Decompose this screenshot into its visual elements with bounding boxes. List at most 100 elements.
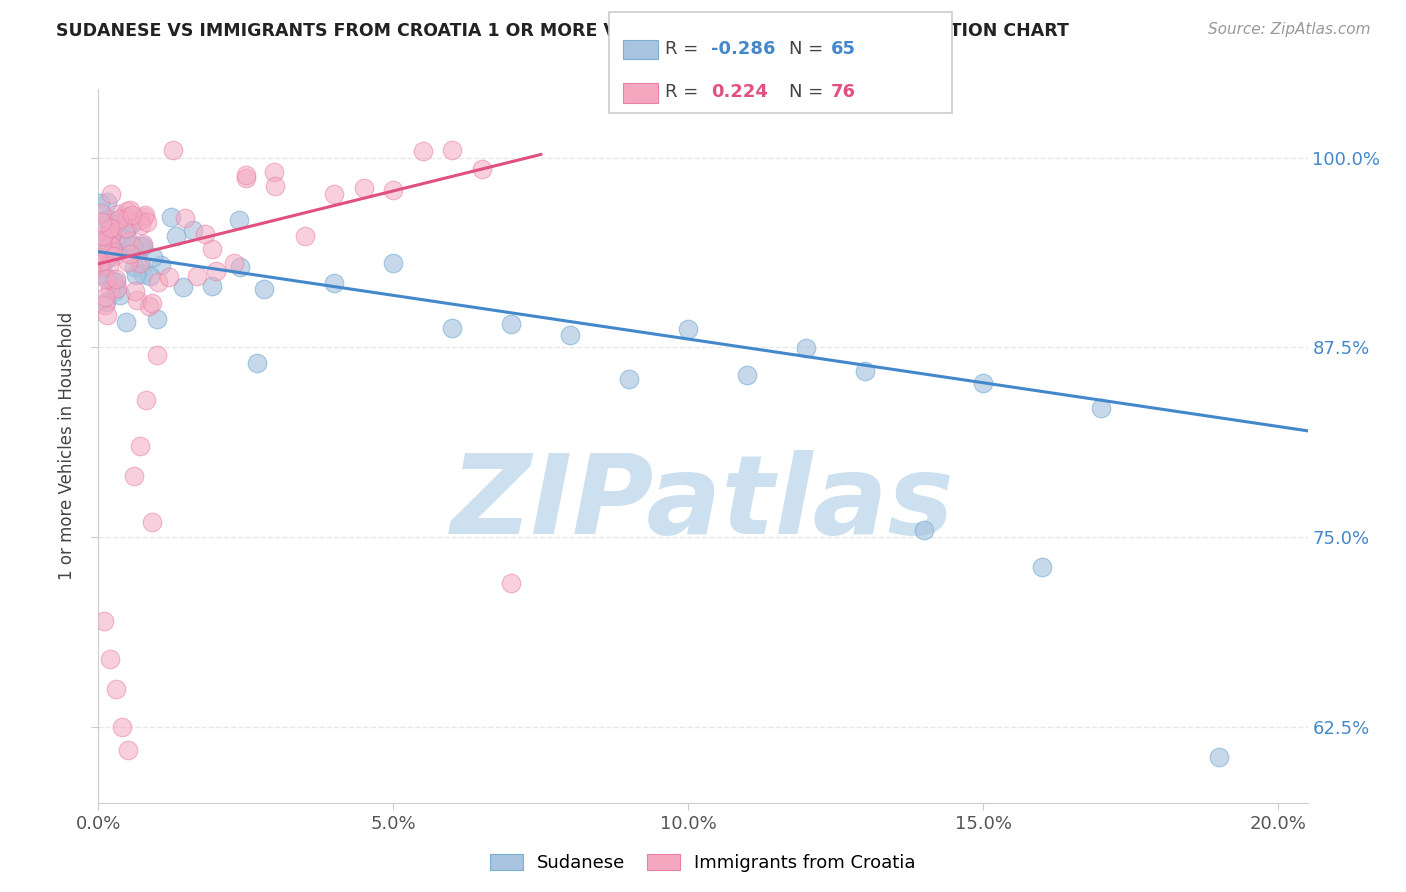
Point: [263, 165, 285, 179]
Point: [149, 258, 172, 272]
Point: [186, 268, 208, 283]
Text: R =: R =: [665, 40, 704, 58]
Point: [132, 237, 155, 252]
Point: [115, 220, 138, 235]
Text: Source: ZipAtlas.com: Source: ZipAtlas.com: [1208, 22, 1371, 37]
Point: [441, 320, 464, 334]
Point: [135, 393, 157, 408]
Point: [128, 255, 150, 269]
Point: [735, 368, 758, 382]
Point: [90, 206, 112, 220]
Point: [96, 295, 118, 310]
Point: [90, 246, 112, 260]
Point: [129, 218, 152, 232]
Point: [162, 143, 184, 157]
Point: [122, 260, 145, 275]
Point: [114, 237, 136, 252]
Point: [1090, 401, 1112, 415]
Point: [194, 227, 217, 241]
Point: [146, 348, 169, 362]
Point: [678, 322, 700, 336]
Point: [138, 299, 160, 313]
Point: [128, 439, 150, 453]
Point: [471, 161, 494, 176]
Point: [853, 364, 876, 378]
Point: [117, 210, 139, 224]
Point: [157, 270, 180, 285]
Point: [90, 260, 112, 275]
Point: [382, 183, 405, 197]
Point: [912, 523, 935, 537]
Point: [107, 212, 129, 227]
Point: [246, 356, 269, 370]
Point: [91, 235, 114, 250]
Point: [93, 228, 115, 243]
Point: [201, 278, 224, 293]
Point: [501, 575, 523, 590]
Text: -0.286: -0.286: [711, 40, 776, 58]
Point: [118, 247, 141, 261]
Point: [89, 250, 111, 264]
Point: [117, 742, 139, 756]
Point: [100, 186, 122, 201]
Point: [160, 210, 183, 224]
Point: [560, 327, 582, 342]
Point: [96, 269, 118, 284]
Point: [253, 282, 276, 296]
Point: [96, 308, 118, 322]
Point: [124, 285, 146, 299]
Point: [105, 681, 128, 696]
Text: SUDANESE VS IMMIGRANTS FROM CROATIA 1 OR MORE VEHICLES IN HOUSEHOLD CORRELATION : SUDANESE VS IMMIGRANTS FROM CROATIA 1 OR…: [56, 22, 1069, 40]
Point: [229, 260, 252, 274]
Point: [103, 244, 125, 259]
Point: [201, 242, 224, 256]
Point: [89, 234, 111, 248]
Point: [89, 258, 111, 272]
Point: [98, 248, 121, 262]
Text: ZIPatlas: ZIPatlas: [451, 450, 955, 557]
Point: [98, 651, 121, 665]
Point: [103, 249, 125, 263]
Point: [121, 208, 143, 222]
Point: [91, 255, 114, 269]
Point: [101, 226, 124, 240]
Point: [105, 217, 128, 231]
Point: [181, 223, 204, 237]
Point: [96, 272, 118, 286]
Point: [93, 252, 115, 267]
Point: [131, 239, 153, 253]
Point: [131, 239, 153, 253]
Text: 76: 76: [831, 83, 856, 101]
Point: [120, 237, 142, 252]
Point: [115, 203, 138, 218]
Point: [127, 293, 149, 308]
Point: [97, 229, 120, 244]
Point: [1031, 560, 1053, 574]
Point: [205, 264, 228, 278]
Point: [129, 239, 152, 253]
Point: [117, 234, 139, 248]
Point: [441, 143, 464, 157]
Point: [134, 210, 156, 224]
Point: [235, 171, 257, 186]
Text: 65: 65: [831, 40, 856, 58]
Point: [100, 230, 122, 244]
Point: [122, 239, 145, 253]
Point: [121, 216, 143, 230]
Point: [222, 256, 245, 270]
Legend: Sudanese, Immigrants from Croatia: Sudanese, Immigrants from Croatia: [491, 854, 915, 872]
Point: [131, 261, 153, 276]
Point: [96, 194, 118, 209]
Point: [105, 207, 128, 221]
Point: [794, 341, 817, 355]
Point: [125, 268, 148, 282]
Point: [104, 275, 127, 289]
Point: [501, 317, 523, 331]
Point: [94, 252, 117, 266]
Text: 0.224: 0.224: [711, 83, 768, 101]
Point: [101, 221, 124, 235]
Point: [93, 614, 115, 628]
Point: [90, 267, 112, 281]
Point: [120, 203, 142, 218]
Point: [412, 144, 434, 158]
